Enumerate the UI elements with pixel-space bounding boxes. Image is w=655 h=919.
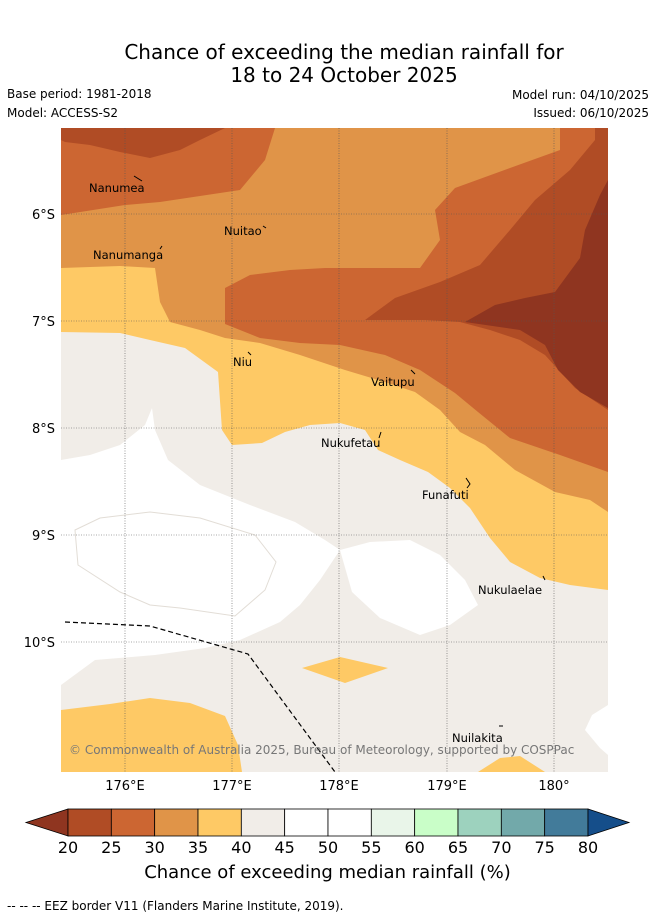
title-line-2: 18 to 24 October 2025: [230, 63, 458, 87]
place-label-nukulaelae: Nukulaelae: [478, 583, 542, 597]
colorbar-swatch: [240, 808, 286, 837]
place-label-nanumanga: Nanumanga: [93, 248, 163, 262]
colorbar-tick-label: 45: [274, 838, 294, 857]
colorbar-tick-label: 60: [404, 838, 424, 857]
issued-date: Issued: 06/10/2025: [533, 106, 649, 120]
title-line-1: Chance of exceeding the median rainfall …: [124, 40, 564, 64]
model-run: Model run: 04/10/2025: [511, 88, 649, 102]
place-label-nuilakita: Nuilakita: [452, 731, 503, 745]
region-below-20: [465, 128, 608, 408]
lon-label-179e: 179°E: [427, 779, 467, 794]
lon-label-177e: 177°E: [212, 779, 252, 794]
lat-label-6s: 6°S: [32, 208, 55, 223]
region-45-55-east: [340, 540, 478, 635]
colorbar-tick-label: 25: [101, 838, 121, 857]
place-label-funafuti: Funafuti: [422, 488, 469, 502]
base-period: Base period: 1981-2018: [7, 87, 152, 101]
region-20-25-northwest: [61, 128, 225, 158]
colorbar-label: Chance of exceeding median rainfall (%): [144, 862, 511, 883]
region-35-40-patch: [302, 657, 388, 683]
lon-label-178e: 178°E: [319, 779, 359, 794]
lat-label-8s: 8°S: [32, 422, 55, 437]
colorbar: 20 25 30 35 40 45 50 55 60 65 70 75 80: [24, 808, 631, 857]
rainfall-map: Nanumea Nuitao Nanumanga Niu Vaitupu Nuk…: [24, 128, 631, 857]
eez-border-line: [64, 621, 336, 772]
place-label-nanumea: Nanumea: [89, 181, 145, 195]
colorbar-swatch: [457, 808, 502, 837]
colorbar-swatch: [414, 808, 459, 837]
colorbar-swatch: [67, 808, 112, 837]
lat-label-9s: 9°S: [32, 529, 55, 544]
colorbar-swatch: [370, 808, 416, 837]
eez-legend-note: -- -- -- EEZ border V11 (Flanders Marine…: [7, 899, 344, 913]
region-45-55-southeast: [585, 705, 608, 755]
lat-label-10s: 10°S: [24, 636, 55, 651]
gridlines: [61, 128, 608, 772]
colorbar-swatch: [327, 808, 372, 837]
colorbar-swatch: [110, 808, 156, 837]
colorbar-swatch: [284, 808, 329, 837]
colorbar-swatch: [544, 808, 589, 837]
colorbar-tick-label: 50: [318, 838, 338, 857]
lat-label-7s: 7°S: [32, 315, 55, 330]
model-name: Model: ACCESS-S2: [7, 106, 119, 120]
colorbar-tick-label: 80: [578, 838, 598, 857]
lon-label-176e: 176°E: [105, 779, 145, 794]
colorbar-extend-high: [587, 808, 631, 837]
lon-label-180: 180°: [538, 779, 569, 794]
colorbar-tick-label: 40: [231, 838, 251, 857]
place-label-niu: Niu: [233, 355, 252, 369]
region-35-40-southeast: [478, 756, 545, 772]
island-shapes: [133, 175, 546, 727]
place-label-nuitao: Nuitao: [224, 224, 262, 238]
colorbar-tick-label: 35: [188, 838, 208, 857]
colorbar-tick-label: 75: [534, 838, 554, 857]
place-label-nukufetau: Nukufetau: [321, 436, 380, 450]
region-35-40-south: [61, 698, 242, 772]
colorbar-swatch: [500, 808, 546, 837]
colorbar-tick-label: 55: [361, 838, 381, 857]
colorbar-swatch: [154, 808, 199, 837]
colorbar-tick-label: 30: [144, 838, 164, 857]
colorbar-tick-label: 20: [58, 838, 78, 857]
copyright-notice: © Commonwealth of Australia 2025, Bureau…: [69, 743, 574, 757]
colorbar-tick-label: 65: [448, 838, 468, 857]
colorbar-extend-low: [24, 808, 69, 837]
colorbar-swatch: [197, 808, 242, 837]
place-label-vaitupu: Vaitupu: [371, 375, 415, 389]
colorbar-tick-label: 70: [491, 838, 511, 857]
